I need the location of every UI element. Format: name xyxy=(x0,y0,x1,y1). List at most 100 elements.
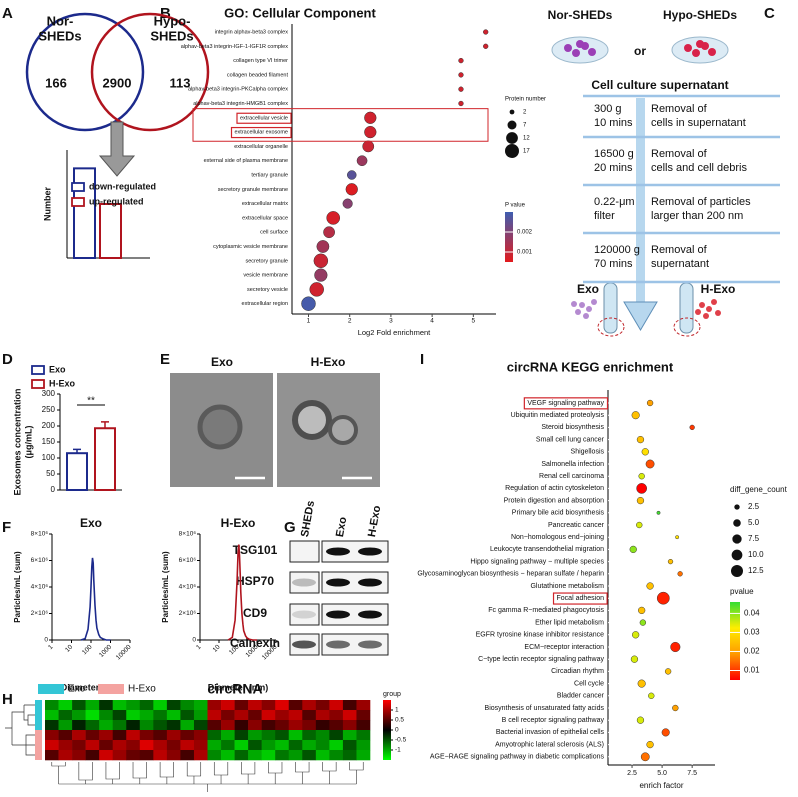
chart-title: circRNA KEGG enrichment xyxy=(507,359,674,374)
heatmap-cell xyxy=(139,750,154,761)
category-label: Amyotrophic lateral sclerosis (ALS) xyxy=(495,741,604,748)
category-label: Salmonella infection xyxy=(541,461,604,468)
heatmap-cell xyxy=(275,750,290,761)
y-axis-label: Particles/mL (sum) xyxy=(161,551,170,623)
heatmap-cell xyxy=(248,730,262,741)
heatmap-cell xyxy=(248,720,262,731)
heatmap-cell xyxy=(329,720,344,731)
legend-label: up-regulated xyxy=(89,196,144,206)
heatmap-cell xyxy=(166,700,181,711)
x-tick-label: 100 xyxy=(81,643,94,656)
legend-bubble xyxy=(731,549,743,561)
category-label: Glutathione metabolism xyxy=(530,583,604,590)
heatmap-cell xyxy=(221,740,235,751)
cells xyxy=(564,40,596,57)
y-tick-label: 300 xyxy=(42,389,56,398)
legend-label: 7.5 xyxy=(748,534,760,543)
blot-box xyxy=(289,603,320,626)
bubble xyxy=(637,679,646,688)
heatmap-cell xyxy=(112,750,127,761)
legend-label: 2.5 xyxy=(748,502,760,511)
category-label: alphav-beta3 integrin-PKCalpha complex xyxy=(188,87,288,93)
category-label: Cell cycle xyxy=(574,680,604,687)
legend-swatch xyxy=(31,379,45,389)
step-description: Removal of particles xyxy=(651,196,751,208)
heatmap-cell xyxy=(180,720,195,731)
panel-label: C xyxy=(764,5,775,22)
bubble xyxy=(362,140,375,153)
heatmap-cell xyxy=(315,730,330,741)
step-condition: 16500 g xyxy=(594,148,634,160)
category-label: C−type lectin receptor signaling pathway xyxy=(478,656,604,663)
y-tick-label: 250 xyxy=(42,405,56,414)
heatmap-cell xyxy=(302,700,317,711)
heatmap-cell xyxy=(356,720,371,731)
lane-label: SHEDs xyxy=(299,500,317,538)
heatmap-cell xyxy=(342,730,357,741)
category-label: secretory vesicle xyxy=(247,287,288,293)
y-axis-label: (μg/mL) xyxy=(23,425,33,458)
colorbar-label: 0.02 xyxy=(744,647,760,656)
heatmap-cell xyxy=(166,720,181,731)
heatmap-cell xyxy=(166,750,181,761)
y-tick-label: 100 xyxy=(42,453,56,462)
category-label: EGFR tyrosine kinase inhibitor resistanc… xyxy=(476,632,604,639)
cells xyxy=(684,40,716,57)
protein-label: TSG101 xyxy=(233,543,278,557)
heatmap-cell xyxy=(234,720,249,731)
chart-title: GO: Cellular Component xyxy=(224,5,376,20)
band xyxy=(292,610,316,619)
y-tick-label: 8×10⁶ xyxy=(31,531,49,538)
category-label: extracellular vesicle xyxy=(240,115,288,121)
heatmap-cell xyxy=(85,740,100,751)
colorbar-label: 0.001 xyxy=(517,250,533,256)
legend-label: 5.0 xyxy=(748,518,760,527)
bubble xyxy=(656,510,661,515)
step-condition: 20 mins xyxy=(594,162,633,174)
vesicle xyxy=(292,400,332,440)
legend-label: 7 xyxy=(523,123,527,129)
heatmap-cell xyxy=(193,710,208,721)
highlight-box xyxy=(192,108,489,142)
heatmap-cell xyxy=(45,740,59,751)
panel-label: A xyxy=(2,5,13,22)
heatmap-cell xyxy=(315,750,330,761)
row-annotation xyxy=(35,750,42,760)
legend-bubble xyxy=(733,519,741,527)
row-annotation xyxy=(35,730,42,740)
pellet-ring xyxy=(673,317,701,337)
heatmap-cell xyxy=(288,740,303,751)
colorbar-label: -0.5 xyxy=(395,737,407,744)
bubble xyxy=(641,448,649,456)
bubble xyxy=(675,535,680,540)
bubble xyxy=(631,411,640,420)
legend-label: 17 xyxy=(523,149,530,155)
legend-label: 12.5 xyxy=(748,566,764,575)
bubble xyxy=(646,399,654,407)
category-label: extracellular exosome xyxy=(235,130,289,136)
colorbar-label: 1 xyxy=(395,707,399,714)
heatmap-cell xyxy=(153,700,168,711)
source-label: Nor-SHEDs xyxy=(548,8,613,22)
heatmap-cell xyxy=(288,730,303,741)
heatmap-cell xyxy=(207,710,222,721)
venn-label: Hypo- xyxy=(154,13,191,28)
heatmap-cell xyxy=(99,710,114,721)
heatmap-cell xyxy=(112,730,127,741)
bar xyxy=(94,427,116,491)
bubble xyxy=(646,740,654,749)
bubble xyxy=(323,226,335,239)
heatmap-cell xyxy=(112,740,127,751)
heatmap-cell xyxy=(99,750,114,761)
heatmap-cell xyxy=(126,710,141,721)
bubble xyxy=(458,86,464,92)
bubble xyxy=(630,655,639,663)
category-label: Renal cell carcinoma xyxy=(539,473,604,480)
em-label: H-Exo xyxy=(311,355,346,369)
category-label: secretory granule membrane xyxy=(218,187,288,193)
category-label: alphav-beta3 integrin-HMGB1 complex xyxy=(193,101,288,107)
band xyxy=(358,578,382,587)
heatmap-cell xyxy=(302,740,317,751)
heatmap-cell xyxy=(342,750,357,761)
heatmap-cell xyxy=(342,720,357,731)
